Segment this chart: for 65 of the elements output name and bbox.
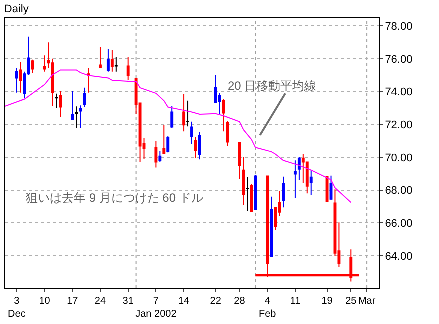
annotation: 狙いは去年 9 月につけた 60 ドル (26, 191, 204, 205)
candlestick (126, 56, 130, 82)
y-tick-label: 78.00 (385, 21, 413, 34)
candlestick (194, 136, 198, 159)
x-tick-label: Mar (358, 296, 376, 307)
candlestick (270, 196, 274, 258)
candlestick (31, 59, 34, 74)
candlestick (250, 183, 254, 212)
x-tick-label: 11 (290, 296, 302, 307)
candlestick (238, 142, 242, 180)
candlestick (254, 174, 258, 211)
annotation: 20 日移動平均線 (228, 79, 317, 93)
y-tick-label: 72.00 (385, 120, 413, 132)
candlestick (55, 93, 58, 109)
candlestick (222, 98, 226, 132)
candlestick (246, 176, 250, 212)
candlestick (99, 47, 102, 70)
candlestick (162, 124, 166, 155)
candlestick (170, 106, 174, 129)
x-tick-label: 3 Dec (8, 296, 26, 320)
candlestick (294, 160, 297, 200)
candlestick (186, 100, 190, 128)
candlestick (83, 87, 86, 108)
y-tick-label: 68.00 (385, 185, 413, 198)
candlestick (114, 56, 118, 72)
candlestick (158, 150, 162, 163)
candlestick (310, 170, 313, 196)
x-tick-label: 24 (94, 296, 106, 307)
candlestick (43, 55, 46, 72)
candlestick (19, 62, 22, 94)
candlestick (298, 157, 301, 180)
x-tick-label: 28 (234, 296, 246, 307)
candlestick (15, 68, 18, 94)
y-tick-label: 64.00 (385, 250, 413, 263)
candlestick (79, 105, 82, 129)
x-tick-label: 14 (178, 296, 190, 307)
candlestick (87, 68, 90, 94)
candlestick (182, 94, 186, 132)
y-tick-label: 70.00 (385, 152, 413, 164)
candlestick (59, 90, 62, 118)
candlestick (154, 140, 158, 168)
candlestick (326, 176, 329, 202)
chart-title: Daily (4, 4, 30, 16)
candlestick (242, 157, 246, 206)
candlestick (282, 176, 285, 208)
candlestick (75, 106, 78, 129)
candlestick (110, 50, 114, 72)
x-tick-label: 10 (39, 296, 51, 307)
candlestick (71, 90, 74, 121)
y-tick-label: 66.00 (385, 218, 413, 230)
x-tick-label: 25 (346, 296, 358, 307)
x-tick-label: 19 (322, 296, 334, 307)
y-tick-label: 76.00 (385, 54, 413, 66)
candlestick (198, 132, 202, 160)
candlestick (106, 48, 110, 72)
y-tick-label: 74.00 (385, 86, 413, 99)
x-tick-label: 7 Jan 2002 (136, 296, 178, 320)
candlestick (226, 120, 230, 147)
x-tick-label: 31 (122, 296, 134, 307)
x-tick-label: 22 (210, 296, 222, 307)
candlestick (166, 136, 170, 154)
x-tick-label: 17 (67, 296, 79, 307)
x-tick-label: 4 Feb (258, 296, 277, 320)
candlestick (190, 121, 194, 146)
line-series (5, 70, 352, 204)
